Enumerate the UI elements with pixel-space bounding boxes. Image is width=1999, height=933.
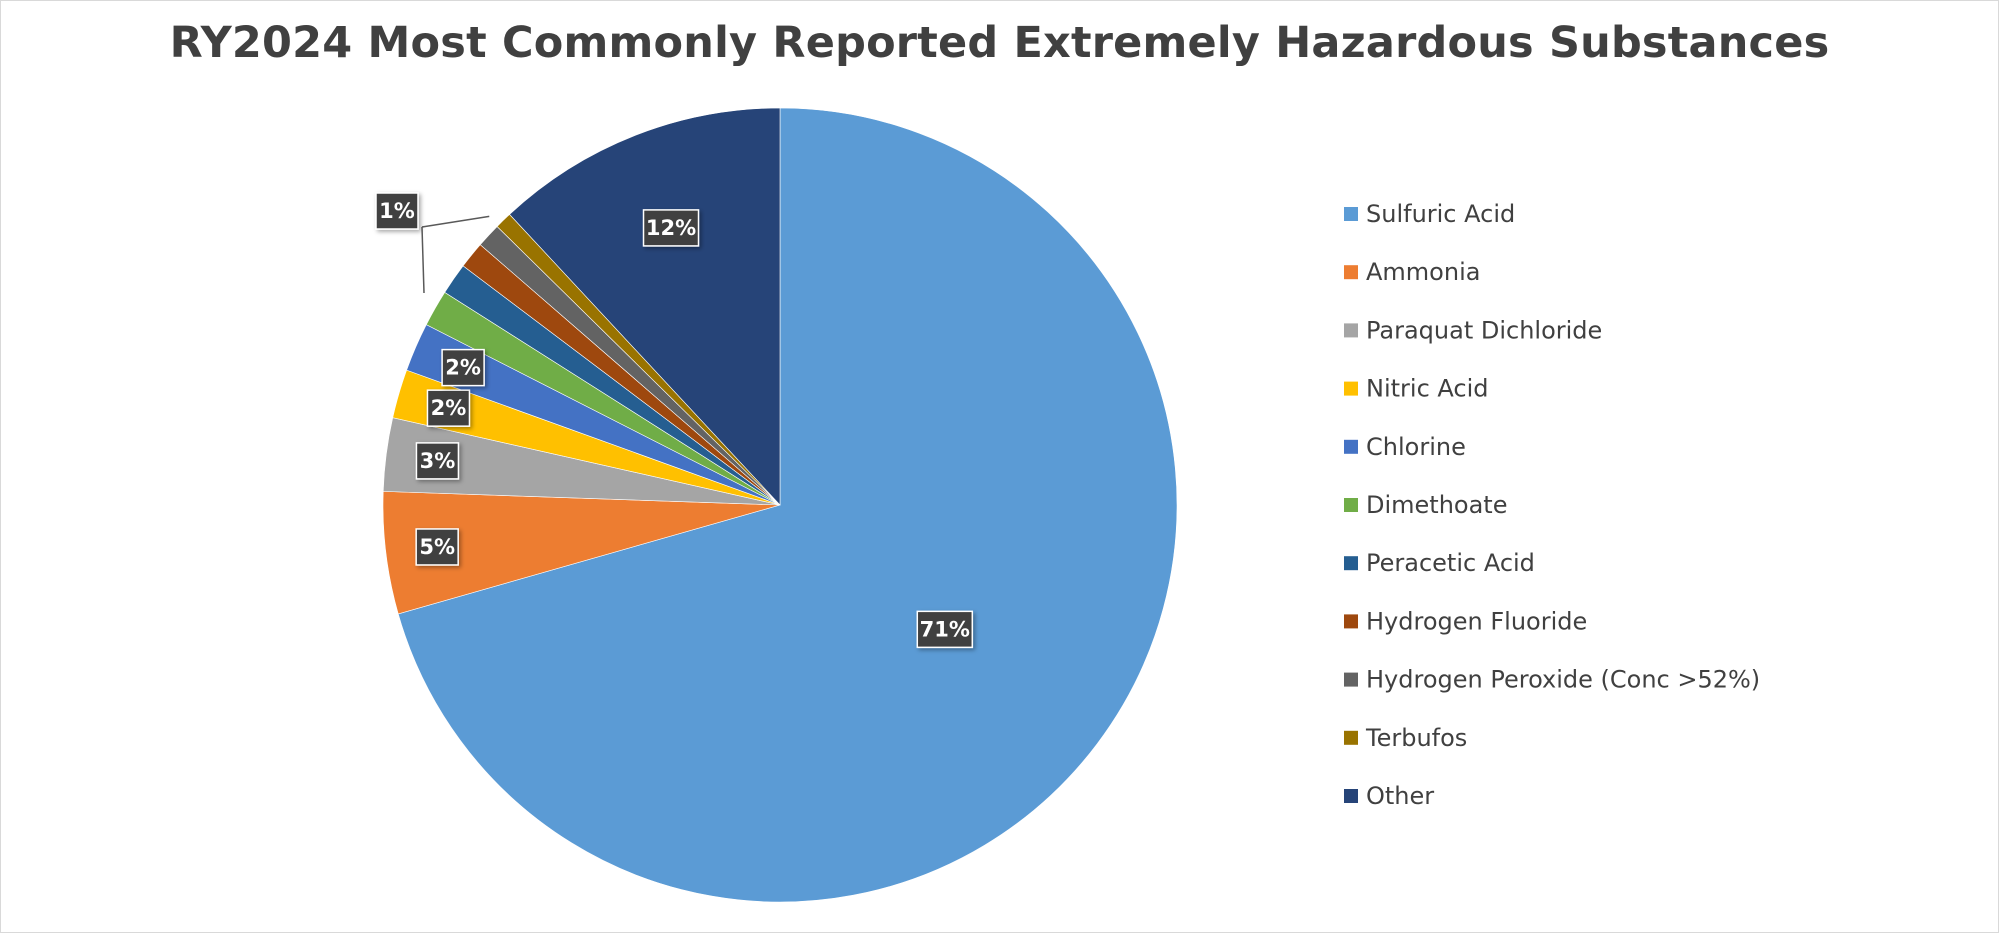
- legend-label: Hydrogen Peroxide (Conc >52%): [1366, 666, 1760, 694]
- legend-item-paraquat-dichloride: Paraquat Dichloride: [1344, 316, 1602, 344]
- legend-label: Paraquat Dichloride: [1366, 316, 1602, 344]
- legend-swatch: [1344, 614, 1358, 629]
- legend-label: Nitric Acid: [1366, 375, 1488, 403]
- legend: Sulfuric Acid Ammonia Paraquat Dichloride N…: [1344, 200, 1760, 810]
- legend-swatch: [1344, 381, 1358, 396]
- legend-swatch: [1344, 323, 1358, 338]
- legend-label: Chlorine: [1366, 433, 1466, 461]
- data-label-other: 12%: [642, 209, 700, 247]
- legend-label: Terbufos: [1365, 724, 1467, 752]
- svg-text:5%: 5%: [419, 535, 455, 559]
- legend-item-sulfuric-acid: Sulfuric Acid: [1344, 200, 1515, 228]
- data-labels: 71% 5% 3% 2% 2% 1% 12%: [375, 192, 974, 649]
- chart-title: RY2024 Most Commonly Reported Extremely …: [169, 18, 1830, 68]
- svg-text:2%: 2%: [445, 356, 481, 380]
- legend-label: Other: [1366, 782, 1434, 810]
- legend-swatch: [1344, 265, 1358, 280]
- legend-item-hydrogen-peroxide-conc-52: Hydrogen Peroxide (Conc >52%): [1344, 666, 1760, 694]
- legend-swatch: [1344, 672, 1358, 687]
- pie-slices: [382, 107, 1178, 903]
- svg-text:1%: 1%: [379, 199, 415, 223]
- legend-item-dimethoate: Dimethoate: [1344, 491, 1507, 519]
- legend-label: Hydrogen Fluoride: [1366, 607, 1587, 635]
- legend-swatch: [1344, 207, 1358, 221]
- leader-line-terbufos: [421, 215, 490, 228]
- svg-text:71%: 71%: [920, 617, 970, 641]
- legend-item-terbufos: Terbufos: [1344, 724, 1467, 752]
- legend-label: Dimethoate: [1366, 491, 1507, 519]
- svg-text:2%: 2%: [431, 396, 467, 420]
- legend-item-chlorine: Chlorine: [1344, 433, 1466, 461]
- legend-label: Sulfuric Acid: [1366, 200, 1515, 228]
- legend-item-nitric-acid: Nitric Acid: [1344, 375, 1488, 403]
- leader-line-extension: [421, 226, 425, 294]
- legend-swatch: [1344, 789, 1358, 803]
- legend-swatch: [1344, 498, 1358, 512]
- slice-other: [509, 107, 781, 506]
- data-label-sulfuric-acid: 71%: [916, 610, 974, 649]
- legend-label: Peracetic Acid: [1366, 549, 1535, 577]
- legend-item-other: Other: [1344, 782, 1434, 810]
- legend-item-peracetic-acid: Peracetic Acid: [1344, 549, 1535, 577]
- svg-text:12%: 12%: [646, 216, 696, 240]
- legend-swatch: [1344, 556, 1358, 571]
- legend-swatch: [1344, 439, 1358, 454]
- legend-item-hydrogen-fluoride: Hydrogen Fluoride: [1344, 607, 1587, 635]
- data-label-nitric-acid: 2%: [426, 389, 471, 427]
- data-label-paraquat-dichloride: 3%: [415, 442, 460, 480]
- legend-item-ammonia: Ammonia: [1344, 258, 1480, 286]
- legend-swatch: [1344, 730, 1358, 745]
- legend-label: Ammonia: [1366, 258, 1480, 286]
- data-label-chlorine: 2%: [441, 348, 485, 387]
- data-label-terbufos: 1%: [375, 192, 419, 230]
- leader-lines: [421, 215, 490, 294]
- slice-sulfuric-acid: [397, 107, 1178, 903]
- data-label-ammonia: 5%: [415, 528, 459, 566]
- svg-text:3%: 3%: [420, 449, 456, 473]
